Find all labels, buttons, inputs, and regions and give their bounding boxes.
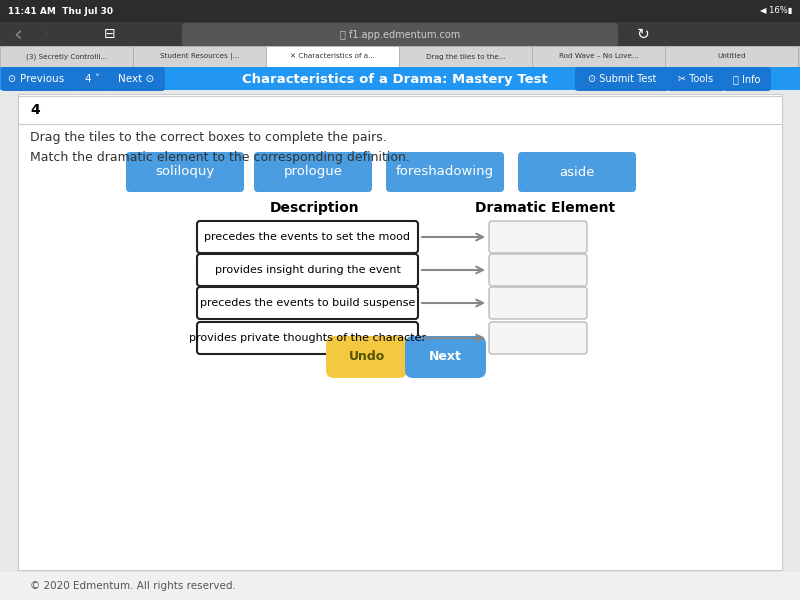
- FancyBboxPatch shape: [0, 22, 800, 46]
- FancyBboxPatch shape: [0, 67, 800, 90]
- FancyBboxPatch shape: [0, 46, 800, 67]
- Text: ◀ 16%▮: ◀ 16%▮: [760, 7, 792, 16]
- FancyBboxPatch shape: [489, 221, 587, 253]
- FancyBboxPatch shape: [75, 67, 111, 91]
- Text: Dramatic Element: Dramatic Element: [475, 201, 615, 215]
- Text: 4: 4: [30, 103, 40, 117]
- FancyBboxPatch shape: [18, 94, 782, 570]
- FancyBboxPatch shape: [405, 336, 486, 378]
- Text: aside: aside: [559, 166, 594, 179]
- Text: Next ⊙: Next ⊙: [118, 74, 154, 84]
- FancyBboxPatch shape: [575, 67, 669, 91]
- Text: provides insight during the event: provides insight during the event: [214, 265, 401, 275]
- FancyBboxPatch shape: [489, 287, 587, 319]
- FancyBboxPatch shape: [0, 572, 800, 600]
- FancyBboxPatch shape: [532, 46, 665, 67]
- FancyBboxPatch shape: [18, 96, 782, 124]
- FancyBboxPatch shape: [197, 221, 418, 253]
- FancyBboxPatch shape: [0, 0, 800, 22]
- Text: Undo: Undo: [348, 350, 385, 364]
- Text: 4 ˅: 4 ˅: [86, 74, 101, 84]
- FancyBboxPatch shape: [266, 46, 399, 67]
- Text: Drag the tiles to the correct boxes to complete the pairs.: Drag the tiles to the correct boxes to c…: [30, 131, 386, 145]
- Text: prologue: prologue: [283, 166, 342, 179]
- FancyBboxPatch shape: [182, 23, 618, 46]
- Text: Previous: Previous: [20, 74, 64, 84]
- Text: ⊙: ⊙: [7, 74, 15, 84]
- Text: precedes the events to set the mood: precedes the events to set the mood: [205, 232, 410, 242]
- Text: foreshadowing: foreshadowing: [396, 166, 494, 179]
- FancyBboxPatch shape: [399, 46, 532, 67]
- Text: Drag the tiles to the...: Drag the tiles to the...: [426, 53, 506, 59]
- Text: Characteristics of a Drama: Mastery Test: Characteristics of a Drama: Mastery Test: [242, 73, 548, 85]
- FancyBboxPatch shape: [665, 46, 798, 67]
- FancyBboxPatch shape: [107, 67, 165, 91]
- FancyBboxPatch shape: [197, 254, 418, 286]
- FancyBboxPatch shape: [723, 67, 771, 91]
- Text: ⓘ Info: ⓘ Info: [734, 74, 761, 84]
- Text: Student Resources |...: Student Resources |...: [160, 53, 239, 60]
- Text: ✕ Characteristics of a...: ✕ Characteristics of a...: [290, 53, 375, 59]
- FancyBboxPatch shape: [326, 336, 407, 378]
- Text: ✂ Tools: ✂ Tools: [678, 74, 714, 84]
- Text: Next: Next: [429, 350, 462, 364]
- Text: soliloquy: soliloquy: [155, 166, 214, 179]
- FancyBboxPatch shape: [489, 322, 587, 354]
- Text: Rod Wave – No Love...: Rod Wave – No Love...: [558, 53, 638, 59]
- FancyBboxPatch shape: [126, 152, 244, 192]
- FancyBboxPatch shape: [667, 67, 725, 91]
- FancyBboxPatch shape: [489, 254, 587, 286]
- Text: © 2020 Edmentum. All rights reserved.: © 2020 Edmentum. All rights reserved.: [30, 581, 236, 591]
- FancyBboxPatch shape: [197, 287, 418, 319]
- Text: (3) Secretly Controlli...: (3) Secretly Controlli...: [26, 53, 107, 60]
- Text: 🔒 f1.app.edmentum.com: 🔒 f1.app.edmentum.com: [340, 30, 460, 40]
- Text: ↻: ↻: [637, 26, 650, 41]
- FancyBboxPatch shape: [0, 46, 133, 67]
- FancyBboxPatch shape: [518, 152, 636, 192]
- Text: Description: Description: [270, 201, 360, 215]
- Text: 11:41 AM  Thu Jul 30: 11:41 AM Thu Jul 30: [8, 7, 113, 16]
- Text: ⊙ Submit Test: ⊙ Submit Test: [588, 74, 656, 84]
- Text: ‹: ‹: [14, 24, 22, 44]
- Text: precedes the events to build suspense: precedes the events to build suspense: [200, 298, 415, 308]
- Text: provides private thoughts of the character: provides private thoughts of the charact…: [189, 333, 426, 343]
- Text: ⊟: ⊟: [104, 27, 116, 41]
- FancyBboxPatch shape: [10, 92, 790, 572]
- FancyBboxPatch shape: [254, 152, 372, 192]
- FancyBboxPatch shape: [1, 67, 79, 91]
- FancyBboxPatch shape: [133, 46, 266, 67]
- FancyBboxPatch shape: [197, 322, 418, 354]
- FancyBboxPatch shape: [386, 152, 504, 192]
- Text: Match the dramatic element to the corresponding definition.: Match the dramatic element to the corres…: [30, 151, 410, 164]
- Text: ›: ›: [41, 24, 50, 44]
- Text: Untitled: Untitled: [717, 53, 746, 59]
